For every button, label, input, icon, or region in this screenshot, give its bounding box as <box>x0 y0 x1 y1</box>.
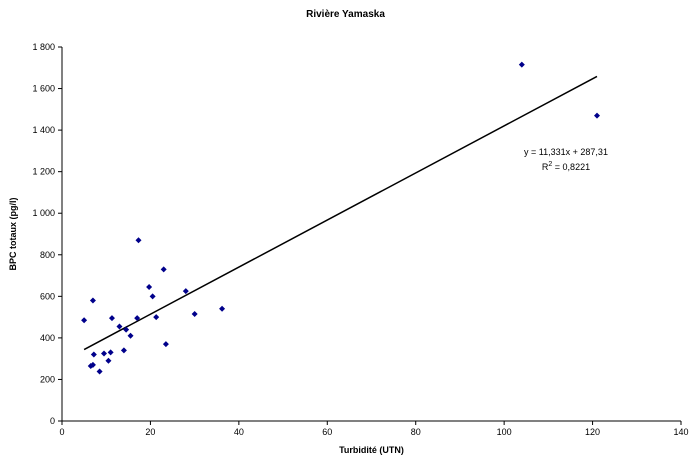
r-squared-label: R2 = 0,8221 <box>542 161 590 172</box>
data-point <box>153 314 160 321</box>
x-axis-title: Turbidité (UTN) <box>339 445 404 455</box>
x-tick-label: 100 <box>497 427 512 437</box>
y-tick-label: 1 400 <box>32 125 55 135</box>
axes <box>61 47 681 422</box>
trendline-group <box>83 75 598 351</box>
data-point <box>105 357 112 364</box>
y-tick-label: 1 600 <box>32 84 55 94</box>
trendline-equation: y = 11,331x + 287,31 <box>524 147 608 157</box>
data-point <box>96 368 103 375</box>
y-tick-label: 1 800 <box>32 42 55 52</box>
data-point <box>593 112 600 119</box>
x-tick-label: 0 <box>59 427 64 437</box>
y-tick-label: 0 <box>50 416 55 426</box>
data-point <box>108 315 115 322</box>
data-point <box>162 341 169 348</box>
trendline <box>83 75 598 351</box>
data-point <box>101 350 108 357</box>
y-tick-label: 400 <box>40 333 55 343</box>
data-point <box>90 351 97 358</box>
data-points <box>81 61 600 375</box>
data-point <box>518 61 525 68</box>
y-tick-label: 1 200 <box>32 167 55 177</box>
x-tick-label: 120 <box>585 427 600 437</box>
data-point <box>219 305 226 312</box>
data-point <box>120 347 127 354</box>
data-point <box>89 297 96 304</box>
data-point <box>134 315 141 322</box>
data-point <box>81 317 88 324</box>
data-point <box>146 283 153 290</box>
data-point <box>89 361 96 368</box>
r-squared-value: = 0,8221 <box>552 162 590 172</box>
data-point <box>116 323 123 330</box>
data-point <box>123 326 130 333</box>
r-squared-prefix: R <box>542 162 549 172</box>
data-point <box>135 237 142 244</box>
data-point <box>107 349 114 356</box>
y-axis-ticks: 0 200 400 600 800 1 000 1 200 1 400 1 600 1 800 <box>32 42 62 426</box>
x-tick-label: 20 <box>145 427 155 437</box>
data-point <box>182 288 189 295</box>
x-tick-label: 80 <box>411 427 421 437</box>
x-tick-label: 60 <box>322 427 332 437</box>
chart-title: Rivière Yamaska <box>306 9 385 20</box>
y-tick-label: 200 <box>40 374 55 384</box>
x-axis-ticks: 0 20 40 60 80 100 120 140 <box>59 421 689 437</box>
r-squared-superscript: 2 <box>548 161 552 168</box>
data-point <box>191 310 198 317</box>
data-point <box>127 332 134 339</box>
x-tick-label: 40 <box>234 427 244 437</box>
data-point <box>160 266 167 273</box>
y-tick-label: 800 <box>40 250 55 260</box>
y-tick-label: 600 <box>40 291 55 301</box>
x-tick-label: 140 <box>673 427 688 437</box>
y-axis-title: BPC totaux (pg/l) <box>8 198 18 271</box>
data-point <box>149 293 156 300</box>
y-tick-label: 1 000 <box>32 208 55 218</box>
